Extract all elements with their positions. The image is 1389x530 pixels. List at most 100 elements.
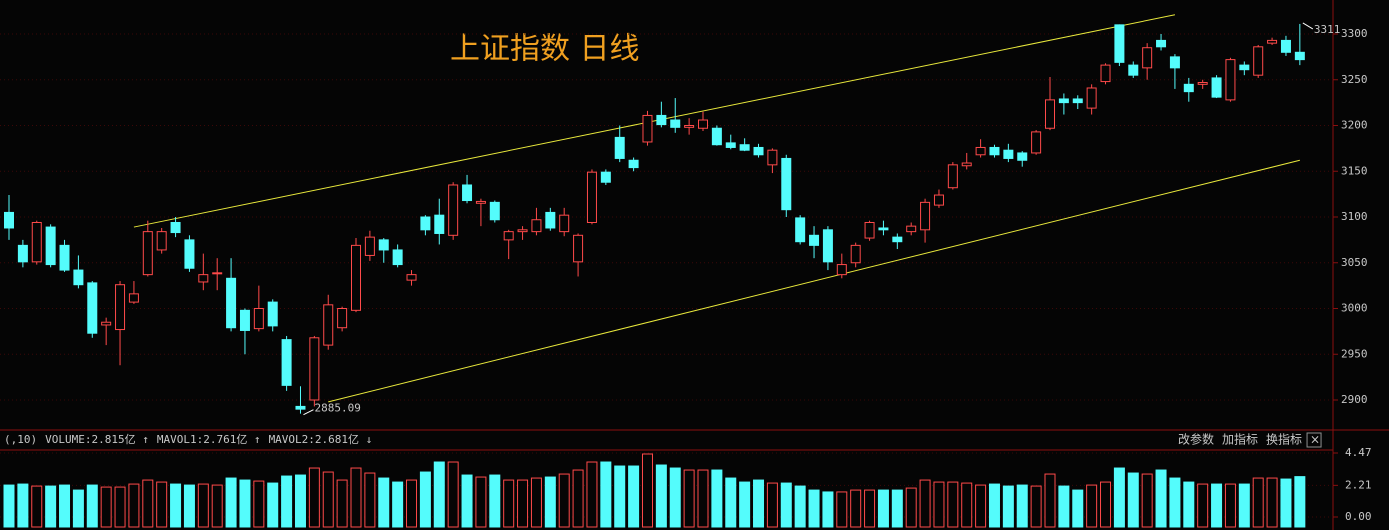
volume-bar: [850, 489, 862, 528]
candle-body: [142, 231, 153, 276]
candle-body: [406, 274, 417, 281]
volume-bar: [1224, 483, 1236, 528]
volume-bar: [1280, 478, 1292, 528]
volume-bar: [1183, 481, 1195, 528]
candle-body: [545, 211, 556, 229]
volume-bar: [336, 479, 348, 528]
candle-body: [378, 239, 389, 251]
y-tick-label: 3050: [1341, 256, 1368, 269]
candle-body: [323, 304, 334, 346]
y-tick-label: 0.00: [1345, 510, 1372, 523]
candle-body: [1086, 87, 1097, 109]
candle-body: [17, 244, 28, 263]
volume-bar: [31, 485, 43, 528]
candle-body: [1142, 47, 1153, 69]
candle-body: [59, 244, 70, 271]
indicator-button[interactable]: 加指标: [1222, 432, 1258, 447]
volume-bar: [655, 464, 667, 528]
candle-body: [184, 239, 195, 269]
volume-bar: [350, 467, 362, 528]
volume-bar: [891, 489, 903, 528]
volume-bar: [1016, 484, 1028, 528]
volume-bar: [170, 483, 182, 528]
candle-body: [614, 136, 625, 159]
volume-bar: [780, 482, 792, 528]
candle-body: [337, 308, 348, 329]
volume-bar: [739, 481, 751, 528]
candle-body: [1267, 39, 1278, 44]
volume-bar: [975, 484, 987, 528]
volume-bar: [59, 484, 71, 528]
volume-bar: [961, 482, 973, 528]
candle-body: [781, 157, 792, 211]
volume-bar: [1113, 467, 1125, 528]
candle-body: [1169, 56, 1180, 69]
volume-bar: [156, 481, 168, 528]
volume-bar: [489, 474, 501, 528]
candle-body: [559, 214, 570, 233]
volume-bar: [211, 484, 223, 528]
candle-body: [656, 114, 667, 126]
candle-body: [517, 229, 528, 233]
candle-body: [822, 229, 833, 263]
candle-body: [628, 159, 639, 169]
volume-bar: [628, 465, 640, 528]
candle-body: [212, 272, 223, 275]
candle-body: [31, 221, 42, 263]
candle-body: [170, 221, 181, 234]
candle-body: [947, 164, 958, 189]
volume-bar: [267, 482, 279, 528]
indicator-button[interactable]: 换指标: [1266, 432, 1302, 447]
volume-bar: [17, 483, 29, 528]
volume-bar: [239, 479, 251, 528]
y-tick-label: 2900: [1341, 393, 1368, 406]
volume-bar: [1252, 477, 1264, 528]
candle-body: [392, 249, 403, 266]
volume-bar: [447, 461, 459, 528]
candle-body: [989, 146, 1000, 156]
volume-bar: [1141, 473, 1153, 528]
volume-bar: [406, 479, 418, 528]
volume-bar: [641, 453, 653, 528]
indicator-button[interactable]: ×: [1310, 433, 1320, 447]
volume-bar: [864, 489, 876, 528]
candle-body: [836, 264, 847, 276]
volume-bar: [364, 472, 376, 528]
annotation-pointer: [303, 409, 314, 416]
chart-title: 上证指数 日线: [450, 32, 640, 67]
candle-body: [309, 337, 320, 401]
candle-body: [156, 231, 167, 251]
candle-body: [850, 244, 861, 264]
candle-body: [933, 194, 944, 206]
candle-body: [1294, 51, 1305, 61]
candle-body: [351, 244, 361, 311]
volume-bar: [392, 481, 404, 528]
y-tick-label: 3000: [1341, 302, 1368, 315]
volume-bar: [877, 489, 889, 528]
volume-bar: [281, 475, 293, 528]
volume-bar: [1155, 469, 1167, 528]
candle-body: [45, 226, 56, 266]
volume-bar: [100, 486, 112, 528]
volume-legend: VOLUME:2.815亿 ↑: [45, 433, 149, 446]
volume-bar: [45, 485, 57, 528]
candle-body: [961, 162, 972, 167]
candle-body: [531, 219, 542, 233]
candle-body: [115, 284, 126, 331]
candle-body: [364, 236, 375, 256]
candle-body: [73, 269, 84, 286]
volume-bar: [586, 461, 598, 528]
volume-bar: [753, 479, 765, 528]
candle-body: [878, 227, 889, 231]
volume-legend: MAVOL2:2.681亿 ↓: [269, 433, 373, 446]
candle-body: [1128, 64, 1139, 76]
candle-body: [475, 200, 486, 204]
volume-bar: [142, 479, 154, 528]
volume-bar: [905, 487, 917, 528]
candle-body: [684, 125, 695, 128]
volume-bar: [947, 481, 959, 528]
volume-bar: [1058, 485, 1070, 528]
close-box[interactable]: [1306, 432, 1322, 448]
volume-bar: [614, 465, 626, 528]
indicator-button[interactable]: 改参数: [1178, 432, 1214, 447]
